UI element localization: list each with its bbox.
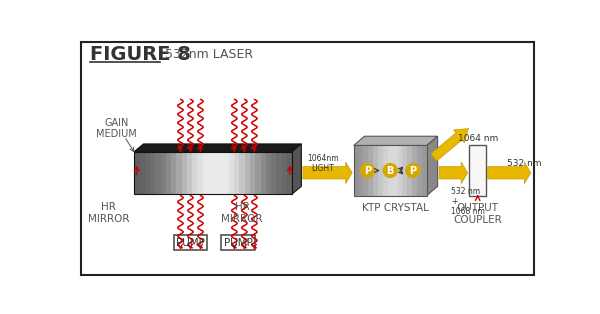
Bar bbox=[359, 145, 364, 196]
Bar bbox=[182, 152, 187, 194]
Bar bbox=[287, 152, 292, 194]
Bar bbox=[176, 152, 182, 194]
Bar bbox=[277, 152, 282, 194]
Bar bbox=[260, 152, 266, 194]
Bar bbox=[388, 145, 393, 196]
Bar bbox=[469, 145, 486, 196]
Bar bbox=[378, 145, 383, 196]
Bar bbox=[417, 145, 422, 196]
Circle shape bbox=[383, 164, 397, 177]
Bar bbox=[218, 152, 224, 194]
Polygon shape bbox=[488, 162, 531, 184]
Circle shape bbox=[361, 164, 374, 177]
Bar bbox=[354, 145, 427, 196]
Bar bbox=[171, 152, 177, 194]
Bar bbox=[373, 145, 379, 196]
Polygon shape bbox=[431, 128, 469, 161]
Text: FIGURE 8: FIGURE 8 bbox=[91, 45, 191, 64]
Bar bbox=[266, 152, 271, 194]
Bar bbox=[161, 152, 166, 194]
Bar bbox=[368, 145, 374, 196]
Bar bbox=[224, 152, 229, 194]
Bar bbox=[412, 145, 418, 196]
Text: B: B bbox=[386, 165, 394, 176]
Bar bbox=[150, 152, 155, 194]
Bar bbox=[203, 152, 208, 194]
Polygon shape bbox=[303, 162, 352, 184]
Text: P: P bbox=[409, 165, 416, 176]
Bar bbox=[192, 152, 198, 194]
Text: 532nm LASER: 532nm LASER bbox=[161, 48, 253, 61]
Text: OUTPUT
COUPLER: OUTPUT COUPLER bbox=[453, 203, 502, 225]
Bar bbox=[197, 152, 203, 194]
Polygon shape bbox=[354, 136, 437, 145]
Bar bbox=[187, 152, 193, 194]
Bar bbox=[422, 145, 427, 196]
Text: HR
MIRROR: HR MIRROR bbox=[88, 203, 130, 224]
Bar bbox=[281, 152, 287, 194]
Bar bbox=[398, 145, 403, 196]
Bar bbox=[140, 152, 145, 194]
Bar bbox=[354, 145, 359, 196]
Text: GAIN
MEDIUM: GAIN MEDIUM bbox=[96, 118, 137, 139]
Bar bbox=[250, 152, 256, 194]
Polygon shape bbox=[439, 162, 467, 184]
Bar bbox=[239, 152, 245, 194]
Text: KTP CRYSTAL: KTP CRYSTAL bbox=[362, 203, 429, 213]
Text: PUMP: PUMP bbox=[224, 237, 253, 247]
Bar bbox=[234, 152, 240, 194]
Bar bbox=[229, 152, 235, 194]
Polygon shape bbox=[134, 144, 301, 152]
Bar bbox=[155, 152, 161, 194]
Bar bbox=[403, 145, 408, 196]
Text: 1064nm
LIGHT: 1064nm LIGHT bbox=[307, 154, 339, 173]
Bar bbox=[245, 152, 250, 194]
Bar bbox=[173, 235, 208, 250]
Bar bbox=[393, 145, 398, 196]
Text: 1064 nm: 1064 nm bbox=[458, 134, 499, 143]
Bar bbox=[208, 152, 214, 194]
Bar bbox=[134, 152, 292, 194]
Bar bbox=[271, 152, 277, 194]
Text: 532 nm
+
1068 nm: 532 nm + 1068 nm bbox=[451, 187, 485, 216]
Bar bbox=[145, 152, 151, 194]
Bar bbox=[364, 145, 369, 196]
Bar bbox=[134, 152, 140, 194]
Text: HR
MIRROR: HR MIRROR bbox=[221, 203, 263, 224]
Polygon shape bbox=[427, 136, 437, 196]
Bar bbox=[383, 145, 388, 196]
Bar bbox=[221, 235, 255, 250]
Text: P: P bbox=[364, 165, 371, 176]
Bar bbox=[213, 152, 219, 194]
Text: 532 nm: 532 nm bbox=[508, 159, 542, 168]
Bar bbox=[407, 145, 413, 196]
Bar bbox=[255, 152, 261, 194]
Circle shape bbox=[406, 164, 420, 177]
Polygon shape bbox=[292, 144, 301, 194]
Bar bbox=[166, 152, 172, 194]
Text: PUMP: PUMP bbox=[176, 237, 205, 247]
